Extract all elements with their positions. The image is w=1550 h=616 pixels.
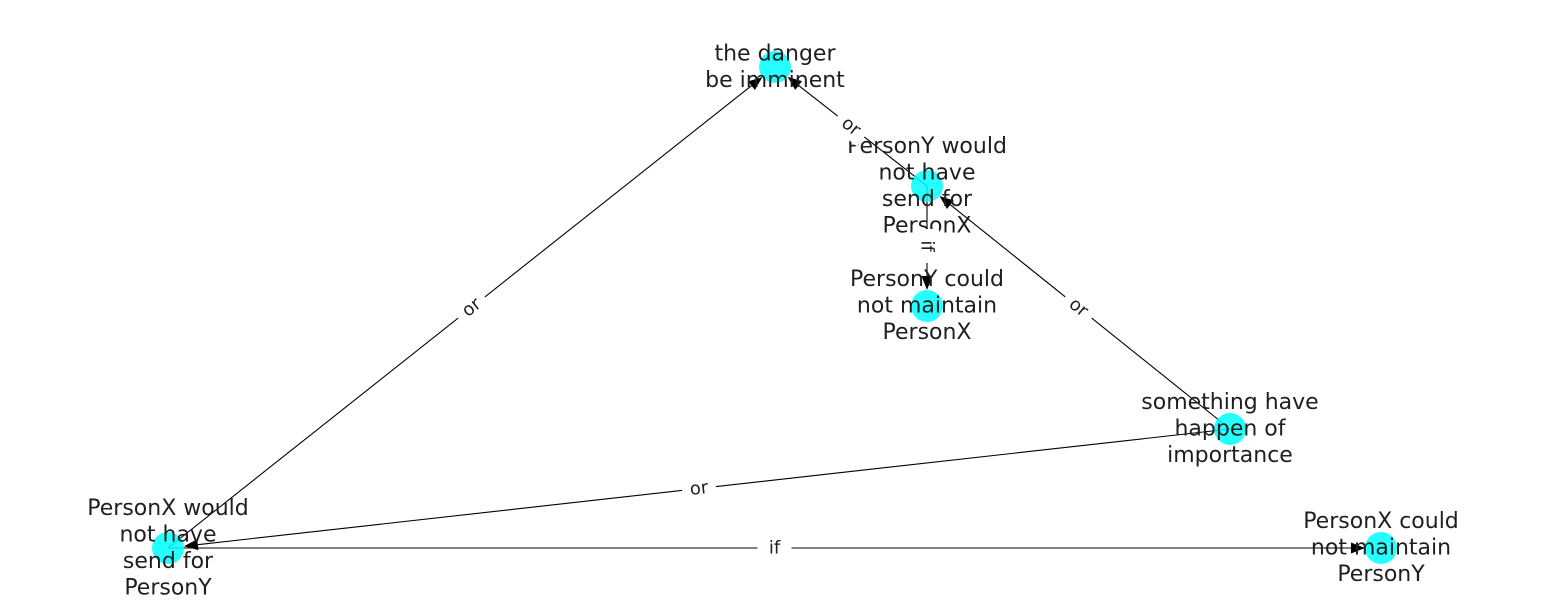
node-label-py_would: PersonY would not have send for PersonX <box>847 134 1007 239</box>
node-something <box>1214 413 1246 445</box>
edge-label-background <box>830 106 872 147</box>
node-label-line: not have <box>119 522 216 547</box>
node-label-line: not maintain <box>857 294 997 319</box>
node-label-line: PersonX would <box>87 496 248 521</box>
node-label-line: importance <box>1167 443 1293 468</box>
edges-layer <box>167 76 1365 554</box>
node-label-px_would: PersonX would not have send for PersonY <box>87 496 248 601</box>
edge-label-background <box>1057 287 1100 328</box>
edge-label-group: if <box>915 229 939 263</box>
node-label-danger: the danger be imminent <box>705 41 845 93</box>
edge-label-group: or <box>680 474 718 503</box>
edge-label: or <box>689 477 710 500</box>
edge-label-background <box>680 474 718 503</box>
node-label-line: PersonY <box>1337 562 1425 587</box>
nodes-layer <box>152 51 1397 564</box>
edge-label-background <box>757 536 792 560</box>
node-label-line: PersonY <box>124 575 212 600</box>
node-label-line: not maintain <box>1311 536 1451 561</box>
node-label-line: send for <box>123 549 214 574</box>
arrowhead-icon <box>921 276 933 290</box>
node-label-line: happen of <box>1174 417 1286 442</box>
node-label-line: the danger <box>714 41 836 66</box>
edge-label-background <box>450 287 493 328</box>
arrowhead-icon <box>787 76 803 90</box>
arrowhead-icon <box>1351 542 1365 554</box>
node-label-px_could: PersonX could not maintain PersonY <box>1303 509 1459 587</box>
edge-label-group: or <box>450 287 493 328</box>
node-label-line: PersonY could <box>850 267 1004 292</box>
node-label-line: PersonY would <box>847 134 1007 159</box>
node-label-line: PersonX <box>883 320 972 345</box>
node-py_could <box>911 290 943 322</box>
edge-label: if <box>917 240 938 252</box>
node-label-line: not have <box>878 160 975 185</box>
node-label-line: something have <box>1141 390 1318 415</box>
node-label-py_could: PersonY could not maintain PersonX <box>850 267 1004 345</box>
node-label-something: something have happen of importance <box>1141 390 1318 468</box>
node-py_would <box>911 170 943 202</box>
node-px_would <box>152 532 184 564</box>
node-label-line: send for <box>882 187 973 212</box>
edge-label-group: or <box>1057 287 1100 328</box>
arrowhead-icon <box>939 196 954 210</box>
edge-label-group: if <box>757 536 792 560</box>
edge-label-background <box>915 229 939 263</box>
arrowhead-icon <box>748 76 763 90</box>
arrowhead-icon <box>183 539 199 551</box>
edge-label: if <box>769 538 781 559</box>
node-label-line: PersonX could <box>1303 509 1459 534</box>
node-danger <box>759 51 791 83</box>
node-label-line: be imminent <box>705 68 845 93</box>
node-px_could <box>1365 532 1397 564</box>
